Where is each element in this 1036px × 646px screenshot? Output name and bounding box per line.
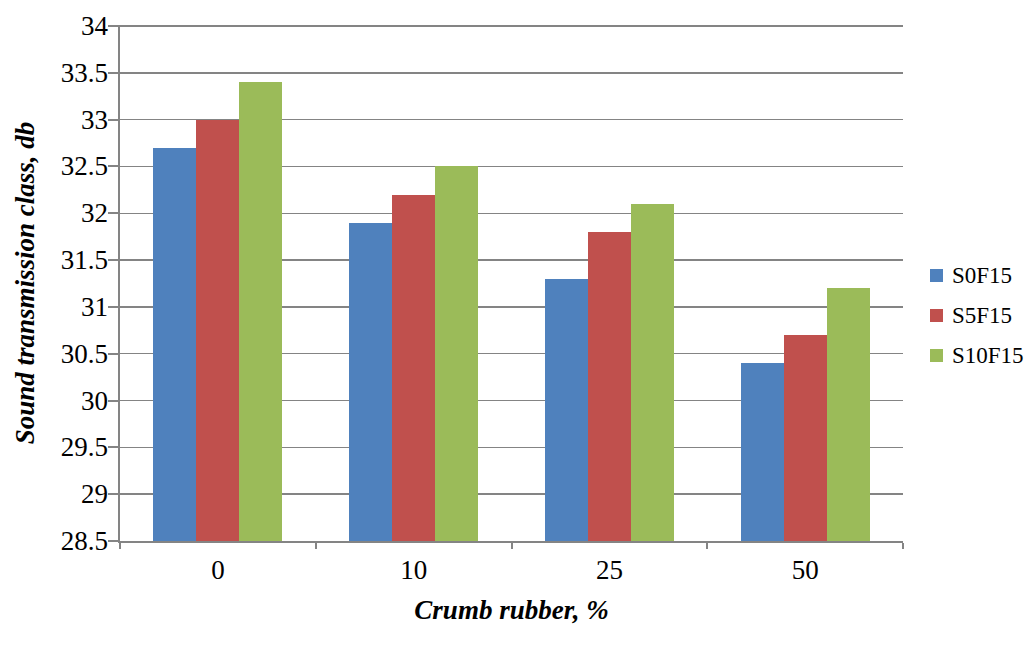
y-tick-label: 29 [26, 479, 108, 509]
bar-s10f15-x0 [239, 82, 282, 541]
y-tick-label: 33.5 [26, 58, 108, 88]
bar-s0f15-x0 [153, 148, 196, 541]
bar-s5f15-x50 [784, 335, 827, 541]
legend-label: S0F15 [952, 262, 1012, 289]
x-tick-label: 0 [158, 555, 278, 585]
y-tick-label: 28.5 [26, 526, 108, 556]
y-axis-line [118, 26, 120, 543]
legend-swatch-icon [930, 349, 943, 362]
legend-swatch-icon [930, 309, 943, 322]
x-axis-tick [902, 543, 904, 549]
y-tick-label: 32 [26, 198, 108, 228]
y-tick-label: 30 [26, 386, 108, 416]
bar-s0f15-x10 [349, 223, 392, 541]
y-tick-label: 30.5 [26, 339, 108, 369]
bar-s10f15-x25 [631, 204, 674, 541]
bar-s0f15-x50 [741, 363, 784, 541]
y-tick-label: 34 [26, 11, 108, 41]
legend-label: S10F15 [952, 342, 1024, 369]
legend-item-s0f15: S0F15 [930, 262, 1024, 289]
y-tick-label: 31.5 [26, 245, 108, 275]
y-gridline [120, 25, 903, 27]
bar-chart: Sound transmission class, db Crumb rubbe… [0, 0, 1036, 646]
legend: S0F15 S5F15 S10F15 [930, 262, 1024, 382]
legend-item-s10f15: S10F15 [930, 342, 1024, 369]
x-tick-label: 10 [354, 555, 474, 585]
legend-item-s5f15: S5F15 [930, 302, 1024, 329]
bar-s5f15-x25 [588, 232, 631, 541]
legend-label: S5F15 [952, 302, 1012, 329]
y-tick-label: 29.5 [26, 432, 108, 462]
y-axis-title: Sound transmission class, db [9, 26, 41, 541]
x-axis-tick [119, 543, 121, 549]
x-tick-label: 25 [549, 555, 669, 585]
x-axis-title: Crumb rubber, % [120, 594, 903, 626]
y-tick-label: 31 [26, 292, 108, 322]
x-tick-label: 50 [745, 555, 865, 585]
bar-s5f15-x0 [196, 120, 239, 541]
bar-s10f15-x50 [827, 288, 870, 541]
y-tick-label: 32.5 [26, 151, 108, 181]
y-tick-label: 33 [26, 105, 108, 135]
x-axis-tick [315, 543, 317, 549]
bar-s10f15-x10 [435, 166, 478, 541]
legend-swatch-icon [930, 269, 943, 282]
bar-s5f15-x10 [392, 195, 435, 541]
y-gridline [120, 72, 903, 74]
bar-s0f15-x25 [545, 279, 588, 541]
x-axis-tick [511, 543, 513, 549]
x-axis-tick [706, 543, 708, 549]
